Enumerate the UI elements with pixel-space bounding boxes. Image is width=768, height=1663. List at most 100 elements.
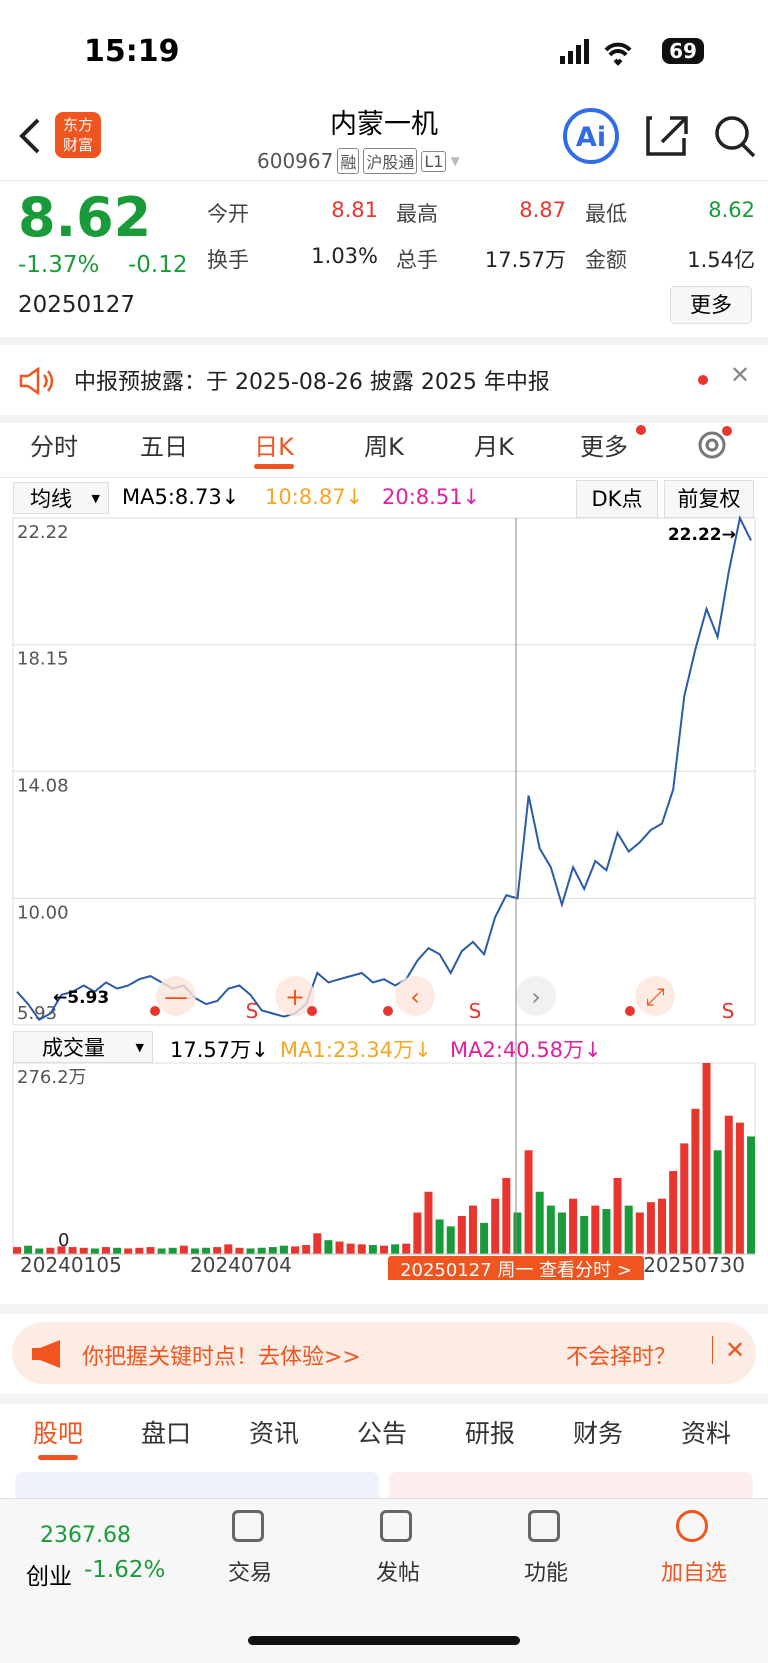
vol-ma1: MA1:23.34万↓ xyxy=(280,1038,432,1062)
volume-bar xyxy=(135,1247,144,1254)
stock-code-row: 600967 融 沪股通 L1 ▼ xyxy=(257,148,460,174)
volume-bar xyxy=(335,1241,344,1254)
volume-bar xyxy=(202,1247,211,1254)
chart-control-icon: ⤢ xyxy=(645,983,664,1011)
volume-bar xyxy=(391,1244,400,1254)
period-tab[interactable]: 五日 xyxy=(140,433,188,461)
section-tab[interactable]: 公告 xyxy=(356,1419,407,1448)
volume-bar xyxy=(246,1248,255,1254)
period-tab[interactable]: 分时 xyxy=(30,433,78,461)
nav-item[interactable]: 功能 xyxy=(523,1561,568,1586)
last-price: 8.62 xyxy=(18,186,152,249)
volume-bar xyxy=(747,1136,755,1254)
volume-bar xyxy=(702,1063,711,1254)
volume-bar xyxy=(513,1212,522,1254)
volume-bar xyxy=(724,1115,733,1254)
nav-icon xyxy=(232,1510,264,1542)
volume-bar xyxy=(235,1247,244,1254)
settings-icon[interactable] xyxy=(692,425,736,465)
kline-chart[interactable]: 5.93 10.00 14.08 18.15 22.22 276.2万 0 22.22→ ←5.… xyxy=(0,510,768,1280)
volume-max-label: 276.2万 xyxy=(17,1067,87,1088)
back-button[interactable] xyxy=(18,118,42,154)
volume-bar xyxy=(380,1245,388,1254)
volume-bar xyxy=(457,1215,466,1254)
volume-bar xyxy=(279,1245,288,1254)
quote-date: 20250127 xyxy=(18,292,136,318)
volume-bar xyxy=(546,1205,555,1254)
volume-bar xyxy=(79,1247,88,1254)
volume-selector[interactable]: 成交量 ▼ xyxy=(13,1031,153,1063)
field-label: 换手 xyxy=(207,248,249,272)
volume-bar xyxy=(346,1243,355,1254)
signal-icons xyxy=(560,39,632,66)
section-tab[interactable]: 财务 xyxy=(572,1419,623,1448)
event-dot xyxy=(383,1006,393,1016)
volume-bar xyxy=(313,1233,322,1254)
field-label: 金额 xyxy=(585,248,627,272)
volume-bar xyxy=(46,1247,55,1254)
tag: 沪股通 xyxy=(363,148,418,174)
section-tab[interactable]: 研报 xyxy=(464,1419,515,1448)
volume-bar xyxy=(535,1191,544,1254)
notice-text[interactable]: 中报预披露：于 2025-08-26 披露 2025 年中报 xyxy=(74,370,550,395)
crosshair-tooltip-bg xyxy=(388,1256,644,1280)
selector-text: 成交量 xyxy=(42,1036,105,1060)
chart-control xyxy=(516,976,556,1016)
change-pct: -1.37% xyxy=(18,252,100,278)
index-value: 2367.68 xyxy=(40,1523,131,1548)
volume-bar xyxy=(713,1150,722,1254)
period-tab[interactable]: 更多 xyxy=(580,433,628,461)
promo-banner[interactable]: 你把握关键时点！去体验>> 不会择时？ ✕ xyxy=(12,1322,756,1384)
banner-question: 不会择时？ xyxy=(566,1345,677,1370)
volume-bar xyxy=(602,1209,611,1254)
volume-bar xyxy=(491,1198,500,1254)
ma-selector[interactable]: 均线 ▼ xyxy=(13,482,109,514)
field-value: 8.87 xyxy=(519,198,566,222)
nav-icon xyxy=(676,1510,708,1542)
section-tab[interactable]: 股吧 xyxy=(32,1419,83,1448)
chart-control-icon: ‹ xyxy=(410,983,420,1011)
volume-bar xyxy=(468,1205,477,1254)
volume-bar xyxy=(224,1244,233,1254)
app-logo: 东方 财富 xyxy=(55,112,101,158)
chart-control-icon: + xyxy=(285,983,305,1011)
field-value: 8.62 xyxy=(708,198,755,222)
volume-bar xyxy=(13,1247,21,1254)
logo-text: 财富 xyxy=(62,136,93,154)
nav-icon xyxy=(380,1510,412,1542)
nav-item[interactable]: 发帖 xyxy=(375,1561,420,1586)
ma10: 10:8.87↓ xyxy=(265,485,364,509)
volume-bar xyxy=(57,1246,66,1254)
y-tick-label: 22.22 xyxy=(17,522,69,543)
period-tab[interactable]: 日K xyxy=(254,433,294,461)
signal-label: S xyxy=(722,999,735,1023)
notice-bar: 中报预披露：于 2025-08-26 披露 2025 年中报 ✕ xyxy=(0,337,768,423)
y-tick-label: 5.93 xyxy=(17,1003,57,1024)
crosshair-tooltip: 20250127 周一 查看分时 > xyxy=(400,1260,632,1280)
nav-item[interactable]: 交易 xyxy=(227,1561,272,1586)
y-tick-label: 18.15 xyxy=(17,649,69,670)
field-label: 最低 xyxy=(585,202,627,226)
event-dot xyxy=(150,1006,160,1016)
section-tab[interactable]: 资料 xyxy=(680,1419,731,1448)
speaker-icon xyxy=(19,367,54,395)
nav-item[interactable]: 加自选 xyxy=(660,1561,727,1586)
volume-bar xyxy=(402,1243,411,1254)
period-tab[interactable]: 月K xyxy=(474,433,514,461)
chart-control xyxy=(395,976,435,1016)
event-dot xyxy=(625,1006,635,1016)
field-label: 最高 xyxy=(396,202,438,226)
header-icons[interactable]: Ai xyxy=(562,108,758,166)
volume-bar xyxy=(424,1191,433,1254)
more-button[interactable]: 更多 xyxy=(670,286,752,324)
tag: L1 xyxy=(421,150,447,172)
y-tick-label: 14.08 xyxy=(17,775,69,796)
tag: 融 xyxy=(337,148,360,174)
period-tab[interactable]: 周K xyxy=(364,433,404,461)
volume-bar xyxy=(691,1108,700,1254)
volume-bar xyxy=(446,1226,455,1254)
section-tab[interactable]: 资讯 xyxy=(248,1419,299,1448)
field-label: 今开 xyxy=(207,202,249,226)
section-tab[interactable]: 盘口 xyxy=(140,1419,191,1448)
